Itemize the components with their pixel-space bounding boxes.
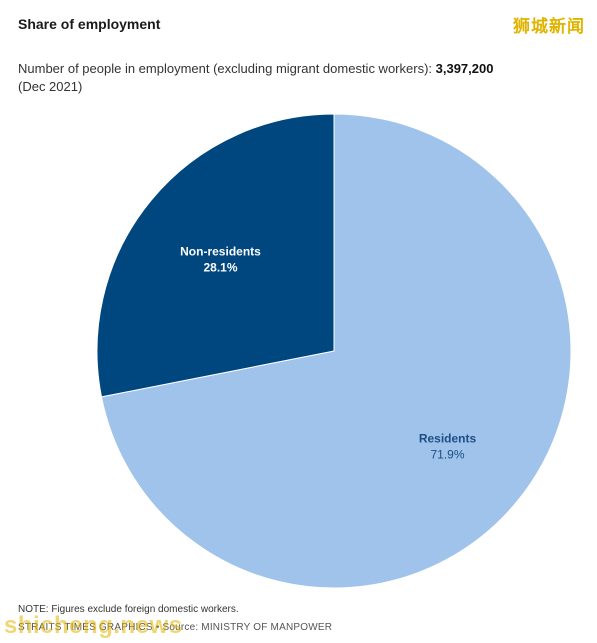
employment-total: 3,397,200 [435,61,494,76]
subtitle-date: (Dec 2021) [18,79,83,94]
subtitle-text: Number of people in employment (excludin… [18,61,436,76]
chart-credit: STRAITS TIMES GRAPHICS • Source: MINISTR… [18,622,333,633]
chart-note: NOTE: Figures exclude foreign domestic w… [18,604,239,615]
slice-value-non-residents: 28.1% [203,261,237,275]
pie-slice-non-residents [96,113,335,398]
slice-label-residents: Residents [419,431,477,445]
chart-subtitle: Number of people in employment (excludin… [18,60,578,96]
chart-title: Share of employment [18,16,161,32]
slice-label-non-residents: Non-residents [180,245,261,259]
watermark-logo-top: 狮城新闻 [513,17,585,36]
pie-slice-residents [100,113,572,589]
slice-value-residents: 71.9% [430,447,464,461]
watermark-logo-bottom: shicheng.news [4,612,183,639]
